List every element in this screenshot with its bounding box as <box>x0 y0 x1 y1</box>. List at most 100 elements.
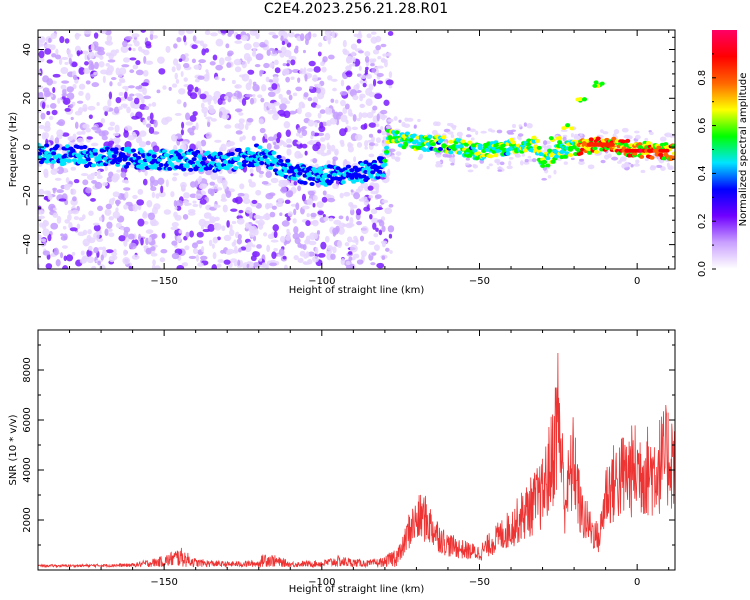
noise-blob <box>602 131 609 135</box>
noise-blob <box>63 255 67 262</box>
noise-blob <box>259 71 263 77</box>
noise-blob <box>507 132 515 135</box>
noise-blob <box>354 133 363 141</box>
noise-blob <box>343 191 351 197</box>
noise-blob <box>349 244 358 253</box>
noise-blob <box>191 58 196 64</box>
noise-blob <box>153 203 161 210</box>
ridge-cell <box>345 164 352 169</box>
noise-blob <box>269 211 276 218</box>
noise-blob <box>259 127 266 134</box>
noise-blob <box>229 229 235 237</box>
ridge-cell <box>297 171 303 176</box>
noise-blob <box>403 123 411 128</box>
noise-blob <box>152 131 160 135</box>
noise-blob <box>86 174 95 181</box>
noise-blob <box>240 34 249 41</box>
noise-blob <box>183 35 187 43</box>
noise-blob <box>264 138 268 143</box>
noise-blob <box>72 196 77 202</box>
noise-blob <box>367 139 375 143</box>
ridge-cell <box>562 154 568 159</box>
noise-blob <box>320 61 325 67</box>
hot-cell <box>608 142 615 147</box>
noise-blob <box>112 132 120 137</box>
ridge-cell <box>139 149 145 154</box>
x-tick-label: −100 <box>308 577 335 588</box>
noise-blob <box>170 226 179 231</box>
ridge-cell <box>553 154 560 159</box>
noise-blob <box>659 136 667 142</box>
noise-blob <box>224 124 232 129</box>
ridge-cell <box>278 158 284 163</box>
noise-blob <box>165 179 169 188</box>
noise-blob <box>217 175 223 184</box>
noise-blob <box>435 121 441 127</box>
noise-blob <box>371 252 377 256</box>
noise-blob <box>178 229 183 234</box>
noise-blob <box>356 32 363 40</box>
ridge-cell <box>536 145 542 150</box>
ridge-cell <box>451 147 457 152</box>
ridge-cell <box>262 154 268 159</box>
noise-blob <box>287 211 294 217</box>
noise-blob <box>83 68 91 75</box>
noise-blob <box>298 231 305 239</box>
noise-blob <box>307 190 315 196</box>
noise-blob <box>152 34 158 39</box>
noise-blob <box>131 33 140 38</box>
noise-blob <box>174 72 178 80</box>
noise-blob <box>109 121 116 127</box>
noise-blob <box>78 107 84 114</box>
noise-blob <box>279 103 287 111</box>
noise-blob <box>132 133 138 139</box>
noise-blob <box>46 104 50 108</box>
x-tick-label: −150 <box>150 276 177 287</box>
noise-blob <box>81 50 89 55</box>
noise-blob <box>363 140 369 148</box>
noise-blob <box>276 201 284 208</box>
noise-blob <box>368 122 377 128</box>
ridge-cell <box>285 158 291 163</box>
noise-blob <box>285 144 293 148</box>
noise-blob <box>221 225 226 232</box>
noise-blob <box>373 244 380 252</box>
noise-blob <box>292 139 299 147</box>
noise-blob <box>220 249 225 254</box>
noise-blob <box>102 105 110 112</box>
noise-blob <box>62 225 67 230</box>
noise-blob <box>340 114 348 123</box>
noise-blob <box>189 181 197 188</box>
noise-blob <box>283 121 291 129</box>
noise-blob <box>285 76 291 83</box>
noise-blob <box>352 94 359 101</box>
branch-cell <box>565 123 571 128</box>
noise-blob <box>59 36 65 44</box>
noise-blob <box>524 158 529 163</box>
noise-blob <box>570 132 574 138</box>
noise-blob <box>104 110 108 117</box>
noise-blob <box>391 154 396 160</box>
noise-blob <box>364 68 369 74</box>
x-axis-label: Height of straight line (km) <box>289 584 425 595</box>
noise-blob <box>143 210 147 218</box>
noise-blob <box>475 130 479 135</box>
ridge-cell <box>375 175 381 180</box>
noise-blob <box>375 227 379 232</box>
noise-blob <box>376 262 385 269</box>
noise-blob <box>376 65 384 69</box>
ridge-cell <box>477 143 483 148</box>
y-tick-label: 0 <box>22 144 33 150</box>
noise-blob <box>183 192 190 199</box>
noise-blob <box>327 197 336 203</box>
noise-blob <box>322 56 328 63</box>
noise-blob <box>149 33 154 41</box>
noise-blob <box>80 173 89 177</box>
noise-blob <box>54 177 62 181</box>
noise-blob <box>447 131 454 135</box>
noise-blob <box>248 78 253 86</box>
noise-blob <box>325 193 332 199</box>
noise-blob <box>345 215 349 222</box>
noise-blob <box>365 87 373 96</box>
noise-blob <box>265 170 272 179</box>
